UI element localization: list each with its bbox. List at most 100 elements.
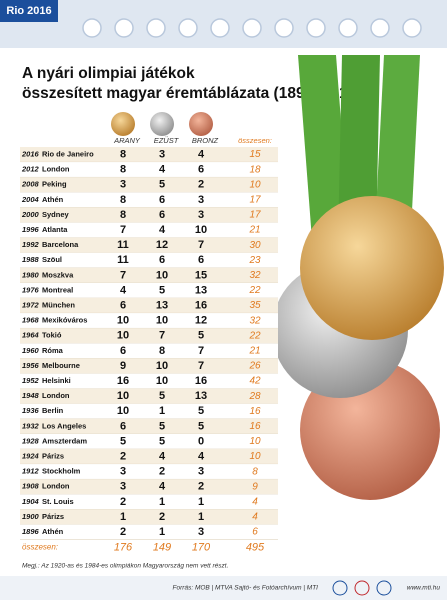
row-band [20, 524, 278, 540]
medal-count: 7 [120, 224, 126, 236]
year: 1928 [22, 436, 40, 445]
medal-count: 16 [195, 299, 207, 311]
medal-count: 3 [120, 481, 126, 493]
year: 2008 [21, 180, 40, 189]
year: 1908 [22, 482, 40, 491]
row-band [20, 298, 278, 314]
row-total: 28 [248, 391, 261, 402]
row-total: 26 [248, 361, 261, 372]
medal-icon [150, 112, 174, 136]
city: München [42, 301, 75, 310]
column-header: EZÜST [154, 136, 180, 145]
medal-count: 7 [198, 239, 204, 251]
logo [332, 580, 348, 596]
city: Barcelona [42, 240, 79, 249]
city: Párizs [42, 512, 64, 521]
grand-total: 149 [153, 542, 171, 554]
medal-count: 2 [198, 179, 204, 191]
year: 2004 [21, 195, 40, 204]
row-band [20, 252, 278, 268]
row-total: 9 [252, 481, 258, 492]
row-total: 4 [252, 496, 258, 507]
medal-count: 9 [120, 360, 126, 372]
medal-count: 10 [156, 269, 168, 281]
row-total: 22 [248, 285, 261, 296]
medal-count: 5 [198, 420, 204, 432]
year: 1952 [22, 376, 40, 385]
medal-count: 7 [198, 360, 204, 372]
medal-count: 5 [120, 435, 126, 447]
grand-total: 170 [192, 542, 211, 554]
row-total: 18 [249, 164, 261, 175]
column-header: BRONZ [192, 136, 219, 145]
medal-count: 12 [195, 315, 207, 327]
row-total: 16 [249, 421, 261, 432]
medal-count: 1 [198, 511, 204, 523]
row-total: 10 [249, 436, 261, 447]
medal-count: 2 [120, 526, 126, 538]
city: Szöul [42, 255, 62, 264]
row-band [20, 282, 278, 298]
year: 1960 [22, 346, 40, 355]
row-total: 17 [249, 210, 261, 221]
year: 1992 [22, 240, 40, 249]
medal-count: 7 [198, 345, 204, 357]
medal-count: 12 [156, 239, 168, 251]
medal-count: 10 [117, 390, 129, 402]
city: Amszterdam [42, 436, 87, 445]
medal-count: 4 [198, 148, 205, 160]
row-band [20, 433, 278, 449]
row-total: 10 [249, 451, 261, 462]
row-total: 32 [249, 315, 261, 326]
row-band [20, 192, 278, 208]
medal-count: 1 [159, 526, 165, 538]
medal-count: 6 [198, 164, 204, 176]
medal-count: 10 [156, 315, 168, 327]
header-tab [0, 0, 58, 22]
year: 1988 [22, 255, 40, 264]
medal-count: 8 [159, 345, 165, 357]
row-band [20, 177, 278, 193]
medal-count: 10 [156, 360, 168, 372]
row-band [20, 313, 278, 329]
medal-count: 3 [198, 209, 204, 221]
column-header: összesen: [238, 136, 272, 145]
footer-url: www.mti.hu [407, 585, 441, 592]
city: Athén [42, 195, 64, 204]
row-band [20, 388, 278, 404]
totals-label: összesen: [22, 543, 58, 552]
medal-count: 8 [120, 148, 126, 160]
medal-count: 2 [159, 466, 165, 478]
medal-count: 3 [120, 179, 126, 191]
medal-count: 10 [117, 330, 129, 342]
medal-count: 1 [159, 405, 165, 417]
medal-count: 3 [198, 466, 204, 478]
city: London [42, 482, 70, 491]
medal-count: 5 [159, 435, 165, 447]
logo [376, 580, 392, 596]
year: 1932 [22, 421, 40, 430]
medal-count: 16 [117, 375, 129, 387]
medal-count: 15 [195, 269, 207, 281]
medal-count: 3 [120, 466, 126, 478]
medal-count: 6 [159, 254, 165, 266]
medal-count: 6 [198, 254, 204, 266]
year: 1924 [22, 452, 40, 461]
year: 1948 [22, 391, 40, 400]
medal-count: 1 [120, 511, 126, 523]
grand-total: 495 [246, 542, 265, 554]
row-total: 23 [248, 255, 261, 266]
medal-count: 13 [195, 390, 207, 402]
city: Berlin [42, 406, 64, 415]
year: 1956 [22, 361, 40, 370]
row-band [20, 162, 278, 178]
year: 1976 [22, 285, 40, 294]
medal-count: 6 [120, 299, 126, 311]
row-total: 21 [248, 225, 260, 236]
medal-count: 0 [198, 435, 204, 447]
city: Róma [42, 346, 64, 355]
medal-count: 4 [120, 284, 127, 296]
city: Rio de Janeiro [42, 150, 94, 159]
year: 1896 [22, 527, 40, 536]
